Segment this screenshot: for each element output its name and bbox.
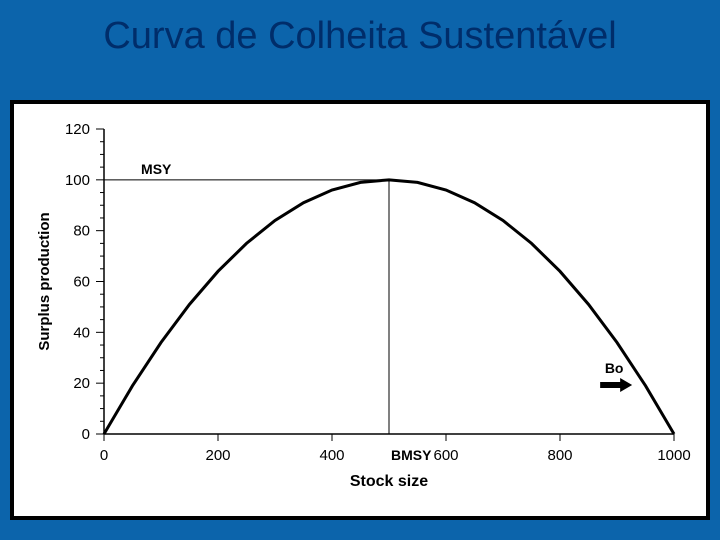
- y-tick-label: 20: [73, 375, 90, 392]
- bo-label: Bo: [605, 360, 624, 376]
- y-tick-label: 100: [65, 172, 90, 189]
- slide-title: Curva de Colheita Sustentável: [0, 15, 720, 58]
- chart-container: 0 20 40 60 80 100 120 0 200 400 600 800 1000 Stock si…: [10, 100, 710, 520]
- x-tick-label: 200: [205, 447, 230, 464]
- x-tick-label: 600: [433, 447, 458, 464]
- x-tick-label: 800: [547, 447, 572, 464]
- y-tick-label: 80: [73, 223, 90, 240]
- x-tick-label: 0: [100, 447, 108, 464]
- y-axis-label: Surplus production: [36, 212, 53, 350]
- x-axis-label: Stock size: [350, 473, 428, 490]
- bo-arrow-icon: [600, 378, 632, 392]
- x-tick-label: 400: [319, 447, 344, 464]
- chart: 0 20 40 60 80 100 120 0 200 400 600 800 1000 Stock si…: [14, 104, 706, 516]
- y-tick-label: 0: [82, 426, 90, 443]
- chart-svg: 0 20 40 60 80 100 120 0 200 400 600 800 1000 Stock si…: [14, 104, 706, 516]
- y-tick-label: 120: [65, 121, 90, 138]
- x-tick-label: 1000: [657, 447, 690, 464]
- y-tick-label: 40: [73, 324, 90, 341]
- y-tick-label: 60: [73, 274, 90, 291]
- msy-label: MSY: [141, 161, 172, 177]
- slide: Curva de Colheita Sustentável 0 20 40 60 80 1…: [0, 0, 720, 540]
- bmsy-label: BMSY: [391, 447, 432, 463]
